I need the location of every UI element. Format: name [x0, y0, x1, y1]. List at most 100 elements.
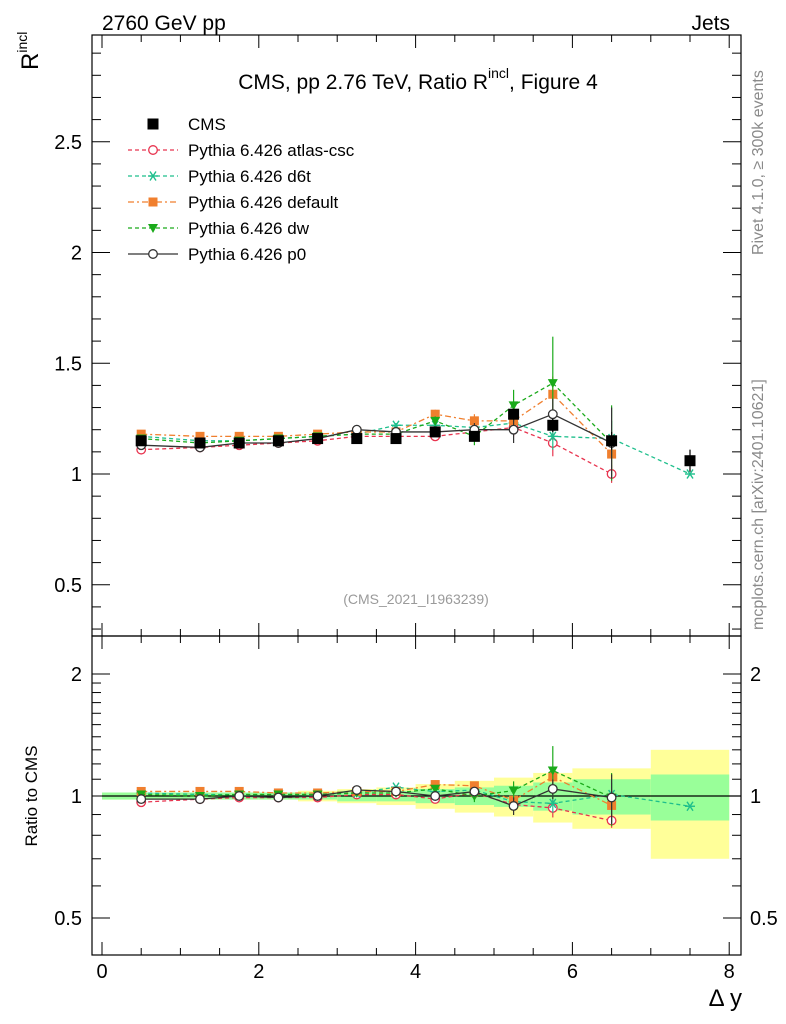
x-tick-label: 4	[410, 961, 421, 983]
series-line	[141, 422, 691, 475]
ratio-data-point	[547, 766, 558, 776]
ratio-y-tick-label-right: 0.5	[750, 908, 778, 930]
ratio-y-axis-label: Ratio to CMS	[22, 745, 41, 846]
legend-label: Pythia 6.426 d6t	[188, 167, 311, 186]
data-point	[136, 429, 146, 439]
legend-item: Pythia 6.426 p0	[128, 245, 306, 264]
cms-data-point	[135, 435, 147, 447]
ratio-y-tick-label-right: 2	[750, 664, 761, 686]
ratio-data-point	[508, 786, 519, 796]
data-point	[508, 424, 519, 435]
y-axis-label-sup: incl	[14, 32, 30, 53]
cms-data-point	[547, 419, 559, 431]
legend-label: Pythia 6.426 p0	[188, 245, 306, 264]
x-tick-label: 6	[567, 961, 578, 983]
legend-item: Pythia 6.426 default	[128, 193, 339, 212]
ratio-data-point	[234, 791, 245, 801]
chart-title-sup: incl	[488, 65, 509, 81]
ratio-data-point	[391, 786, 401, 797]
x-tick-label: 8	[724, 961, 735, 983]
legend-item: Pythia 6.426 atlas-csc	[128, 141, 355, 160]
y-tick-label: 1.5	[54, 353, 82, 375]
axes: 0 2 4 6 8 0.5 1 1.5 2 2.5 0.5 0.5 1 1 2 2	[54, 35, 778, 983]
series-layer	[135, 336, 696, 828]
data-point	[508, 401, 519, 411]
legend-label: CMS	[188, 115, 226, 134]
header-right: Jets	[691, 12, 730, 35]
rivet-version-text: Rivet 4.1.0, ≥ 300k events	[750, 70, 767, 255]
cms-data-point	[468, 430, 480, 442]
data-point	[430, 416, 441, 426]
x-axis-label: Δ y	[709, 985, 742, 1012]
ratio-data-point	[136, 794, 147, 805]
legend-marker	[148, 249, 158, 259]
series-cms-data	[135, 408, 696, 472]
x-tick-label: 2	[253, 961, 264, 983]
legend-item: Pythia 6.426 d6t	[128, 167, 311, 186]
legend-item: CMS	[147, 115, 226, 134]
data-point	[234, 431, 244, 441]
ratio-data-point	[430, 791, 441, 801]
ratio-y-tick-label: 0.5	[54, 908, 82, 930]
series-line	[141, 393, 613, 455]
ratio-data-point	[195, 786, 205, 796]
ratio-data-point	[273, 792, 284, 803]
data-point	[351, 424, 362, 435]
data-point	[685, 469, 695, 479]
cms-data-point	[194, 437, 206, 449]
header-left: 2760 GeV pp	[102, 12, 226, 35]
cms-data-point	[508, 408, 520, 420]
mcplots-text: mcplots.cern.ch [arXiv:2401.10621]	[750, 379, 767, 630]
legend-marker	[148, 224, 158, 233]
y-tick-label: 0.5	[54, 575, 82, 597]
cms-data-point	[684, 455, 696, 467]
cms-data-point	[312, 433, 324, 445]
legend-label: Pythia 6.426 dw	[188, 219, 310, 238]
ratio-series-line	[141, 769, 612, 799]
ratio-data-point	[312, 791, 323, 801]
y-tick-label: 2.5	[54, 132, 82, 154]
data-point	[547, 409, 558, 420]
ratio-bands	[102, 749, 741, 859]
series-line	[141, 382, 613, 444]
y-axis-label: Rincl	[14, 32, 44, 70]
ratio-data-point	[469, 781, 479, 791]
ratio-data-point	[508, 801, 519, 811]
ratio-series-line	[141, 776, 612, 807]
analysis-id: (CMS_2021_I1963239)	[343, 591, 489, 607]
cms-data-point	[351, 433, 363, 445]
series-line	[141, 426, 612, 475]
chart-title-tail: , Figure 4	[509, 71, 598, 94]
ratio-data-point	[430, 780, 440, 790]
ratio-data-point	[685, 801, 695, 812]
legend-marker	[148, 145, 158, 155]
cms-data-point	[606, 435, 618, 447]
y-tick-label: 1	[71, 464, 82, 486]
legend-label: Pythia 6.426 atlas-csc	[188, 141, 355, 160]
chart-title-main: CMS, pp 2.76 TeV, Ratio R	[238, 71, 488, 94]
ratio-band-inner	[650, 774, 730, 821]
legend-label: Pythia 6.426 default	[188, 193, 339, 212]
legend-item: Pythia 6.426 dw	[128, 219, 310, 238]
chart-title: CMS, pp 2.76 TeV, Ratio Rincl, Figure 4	[238, 65, 598, 94]
series-line	[141, 413, 612, 449]
ratio-y-tick-label: 1	[71, 786, 82, 808]
ratio-y-tick-label-right: 1	[750, 786, 761, 808]
series-atlas-csc	[136, 418, 617, 828]
cms-data-point	[390, 433, 402, 445]
ratio-y-tick-label: 2	[71, 664, 82, 686]
legend: CMS Pythia 6.426 atlas-csc Pythia 6.426 d6…	[128, 115, 355, 264]
data-point	[547, 379, 558, 389]
data-point	[430, 409, 440, 419]
ratio-data-point	[430, 784, 441, 794]
series-dw	[136, 336, 617, 826]
legend-marker	[147, 118, 159, 130]
ratio-series-line	[141, 788, 612, 807]
ratio-data-point	[351, 785, 362, 795]
legend-marker	[148, 171, 158, 181]
cms-data-point	[272, 435, 284, 447]
data-point	[469, 416, 479, 426]
cms-data-point	[233, 437, 245, 449]
ratio-data-point	[547, 798, 558, 809]
